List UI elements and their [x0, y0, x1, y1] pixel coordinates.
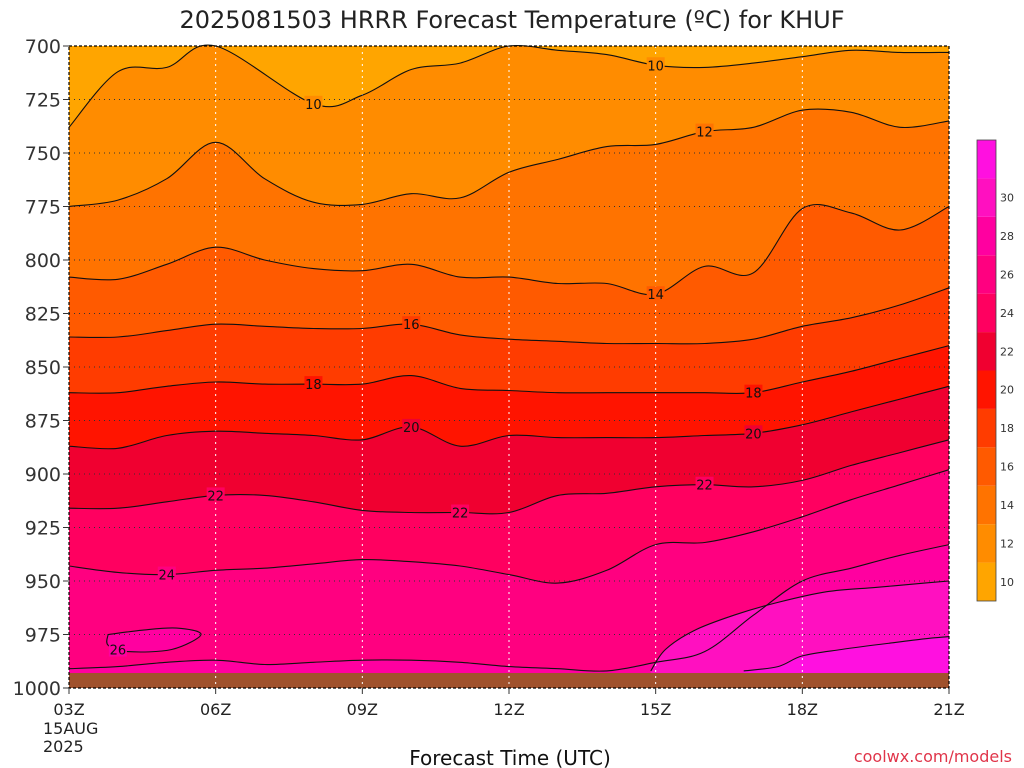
- contour-label-22: 22: [696, 479, 713, 494]
- x-tick-label: 06Z: [200, 700, 231, 719]
- contour-line-layer: [68, 44, 950, 672]
- contour-label-bg: [695, 476, 714, 492]
- y-tick-label: 825: [25, 304, 61, 326]
- contour-label-16: 16: [403, 318, 420, 333]
- y-tick-label: 750: [25, 143, 61, 165]
- colorbar-tick-label: 14: [1000, 499, 1014, 512]
- contour-label-bg: [402, 418, 421, 434]
- credit-link[interactable]: coolwx.com/models: [854, 747, 1012, 766]
- contour-line-10: [68, 44, 950, 128]
- x-axis-label: Forecast Time (UTC): [409, 746, 611, 768]
- x-tick-date: 2025: [43, 737, 84, 756]
- contour-label-22: 22: [207, 489, 224, 504]
- colorbar-tick-label: 10: [1000, 576, 1014, 589]
- contour-line-18: [68, 345, 950, 395]
- y-tick-label: 925: [25, 518, 61, 540]
- contour-label-10: 10: [647, 59, 664, 74]
- y-tick-label: 775: [25, 197, 61, 219]
- x-tick-label: 21Z: [933, 700, 964, 719]
- colorbar-tick-label: 16: [1000, 461, 1014, 474]
- colorbar-tick-label: 20: [1000, 384, 1014, 397]
- contour-line-14: [68, 204, 950, 296]
- contour-label-bg: [744, 384, 763, 400]
- contour-label-26: 26: [110, 643, 127, 658]
- colorbar-tick-label: 26: [1000, 268, 1014, 281]
- y-tick-label: 850: [25, 357, 61, 379]
- pocket-26: [106, 627, 202, 652]
- contour-label-18: 18: [305, 378, 322, 393]
- y-tick-label: 975: [25, 625, 61, 647]
- contour-line-12: [68, 108, 950, 208]
- colorbar-tick-label: 18: [1000, 422, 1014, 435]
- colorbar-swatch: [977, 216, 996, 256]
- contour-label-bg: [157, 566, 176, 582]
- contour-label-bg: [304, 376, 323, 392]
- y-tick-label: 875: [25, 411, 61, 433]
- contour-line-26: [68, 544, 950, 672]
- y-tick-label: 700: [25, 36, 61, 58]
- contour-label-20: 20: [745, 427, 762, 442]
- contour-label-layer: 10 10 12 14 16 18 18 20 20 22 22 22 24 26: [108, 57, 763, 658]
- contour-label-18: 18: [745, 387, 762, 402]
- contour-line-16: [68, 287, 950, 345]
- contour-label-10: 10: [305, 98, 322, 113]
- x-tick-label: 18Z: [787, 700, 818, 719]
- contour-line-30: [743, 636, 950, 672]
- colorbar-tick-label: 22: [1000, 345, 1014, 358]
- colorbar-swatch: [977, 255, 996, 294]
- colorbar-tick-label: 24: [1000, 307, 1014, 320]
- contour-line-24: [68, 469, 950, 584]
- colorbar-swatch: [977, 524, 996, 563]
- contour-line-28: [650, 580, 950, 672]
- colorbar-swatch: [977, 178, 996, 217]
- contour-label-bg: [304, 95, 323, 111]
- colorbar: 10 12 14 16 18 20 22 24 26 28 30: [976, 139, 1014, 602]
- contour-label-12: 12: [696, 126, 713, 141]
- contour-fill-layer: [69, 44, 949, 689]
- y-tick-label: 1000: [13, 678, 61, 700]
- x-tick-label: 15Z: [640, 700, 671, 719]
- colorbar-swatch: [977, 140, 996, 179]
- chart-title: 2025081503 HRRR Forecast Temperature (ºC…: [179, 6, 844, 34]
- colorbar-swatch: [977, 562, 996, 601]
- colorbar-swatch: [977, 293, 996, 333]
- colorbar-tick-label: 28: [1000, 230, 1014, 243]
- colorbar-swatch: [977, 447, 996, 486]
- colorbar-tick-label: 30: [1000, 192, 1014, 205]
- y-tick-label: 800: [25, 250, 61, 272]
- x-tick-date: 15AUG: [43, 719, 98, 738]
- x-tick-label: 09Z: [347, 700, 378, 719]
- axes-layer: 700 725 750 775 800 825 850 875 900 925 950 975 1000…: [13, 36, 965, 756]
- colorbar-swatch: [977, 485, 996, 525]
- contour-label-bg: [108, 641, 127, 657]
- colorbar-swatch: [977, 332, 996, 371]
- y-tick-label: 950: [25, 571, 61, 593]
- colorbar-swatch: [977, 370, 996, 409]
- y-tick-label: 725: [25, 90, 61, 112]
- contour-label-bg: [451, 504, 470, 520]
- contour-label-bg: [646, 286, 665, 302]
- colorbar-frame: [976, 139, 997, 602]
- contour-label-bg: [695, 123, 714, 139]
- grid-layer: [69, 46, 949, 688]
- x-tick-label: 12Z: [493, 700, 524, 719]
- surface-ground: [69, 673, 949, 688]
- contour-label-bg: [744, 425, 763, 441]
- contour-label-24: 24: [159, 569, 176, 584]
- contour-label-bg: [206, 487, 225, 503]
- colorbar-swatch: [977, 408, 996, 448]
- contour-line-20: [68, 385, 950, 450]
- contour-label-14: 14: [647, 288, 664, 303]
- contour-label-22: 22: [452, 507, 469, 522]
- contour-label-bg: [402, 316, 421, 332]
- y-tick-label: 900: [25, 464, 61, 486]
- x-tick-label: 03Z: [53, 700, 84, 719]
- colorbar-tick-label: 12: [1000, 537, 1014, 550]
- contour-label-20: 20: [403, 421, 420, 436]
- contour-label-bg: [646, 57, 665, 73]
